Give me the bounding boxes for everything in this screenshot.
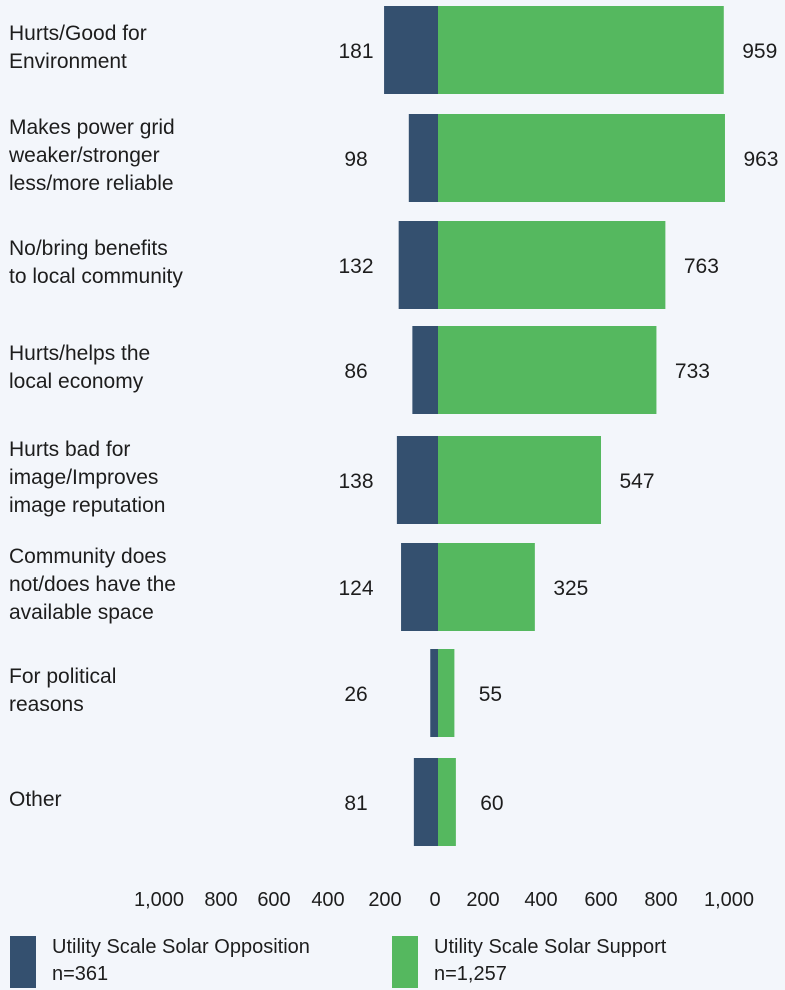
value-label-opposition: 98 — [344, 148, 367, 171]
bar-opposition — [430, 649, 438, 737]
bar-support — [438, 758, 456, 846]
x-tick-label: 800 — [644, 889, 677, 911]
bar-support — [438, 649, 455, 737]
category-label: Other — [9, 788, 62, 811]
x-tick-label: 1,000 — [134, 889, 184, 911]
bar-support — [438, 326, 657, 414]
legend-n-support: n=1,257 — [434, 963, 507, 985]
bar-opposition — [384, 6, 438, 94]
value-label-support: 963 — [743, 148, 778, 171]
legend-swatch-opposition — [10, 936, 36, 988]
value-label-opposition: 26 — [344, 683, 367, 706]
x-tick-label: 400 — [524, 889, 557, 911]
category-label: Hurts/Good for Environment — [9, 22, 147, 73]
legend-label-opposition: Utility Scale Solar Opposition — [52, 936, 310, 958]
bar-opposition — [408, 114, 438, 202]
x-tick-label: 600 — [257, 889, 290, 911]
category-label: For political reasons — [9, 665, 117, 716]
value-label-opposition: 124 — [338, 577, 373, 600]
x-tick-label: 200 — [466, 889, 499, 911]
bar-support — [438, 543, 535, 631]
bar-support — [438, 6, 724, 94]
x-tick-label: 600 — [584, 889, 617, 911]
bar-opposition — [401, 543, 438, 631]
category-label: Community does not/does have the availab… — [9, 545, 176, 624]
legend-swatch-support — [392, 936, 418, 988]
category-label: Makes power grid weaker/stronger less/mo… — [9, 116, 175, 195]
value-label-support: 959 — [742, 40, 777, 63]
value-label-opposition: 132 — [338, 255, 373, 278]
x-tick-label: 400 — [311, 889, 344, 911]
value-label-opposition: 86 — [344, 360, 367, 383]
legend-label-support: Utility Scale Solar Support — [434, 936, 667, 958]
x-tick-label: 200 — [368, 889, 401, 911]
value-label-support: 547 — [619, 470, 654, 493]
value-label-opposition: 181 — [338, 40, 373, 63]
value-label-support: 60 — [480, 792, 503, 815]
value-label-support: 733 — [675, 360, 710, 383]
category-label: No/bring benefits to local community — [9, 237, 183, 288]
bar-opposition — [396, 436, 438, 524]
x-tick-label: 800 — [204, 889, 237, 911]
bar-opposition — [398, 221, 438, 309]
bar-opposition — [413, 758, 438, 846]
x-tick-label: 1,000 — [704, 889, 754, 911]
value-label-opposition: 138 — [338, 470, 373, 493]
bar-opposition — [412, 326, 438, 414]
legend-n-opposition: n=361 — [52, 963, 109, 985]
x-tick-label: 0 — [429, 889, 440, 911]
bar-support — [438, 436, 602, 524]
bar-support — [438, 114, 725, 202]
category-label: Hurts bad for image/Improves image reput… — [9, 438, 166, 517]
category-label: Hurts/helps the local economy — [9, 342, 151, 393]
value-label-support: 325 — [553, 577, 588, 600]
value-label-support: 763 — [684, 255, 719, 278]
bar-support — [438, 221, 666, 309]
value-label-support: 55 — [479, 683, 502, 706]
value-label-opposition: 81 — [344, 792, 367, 815]
